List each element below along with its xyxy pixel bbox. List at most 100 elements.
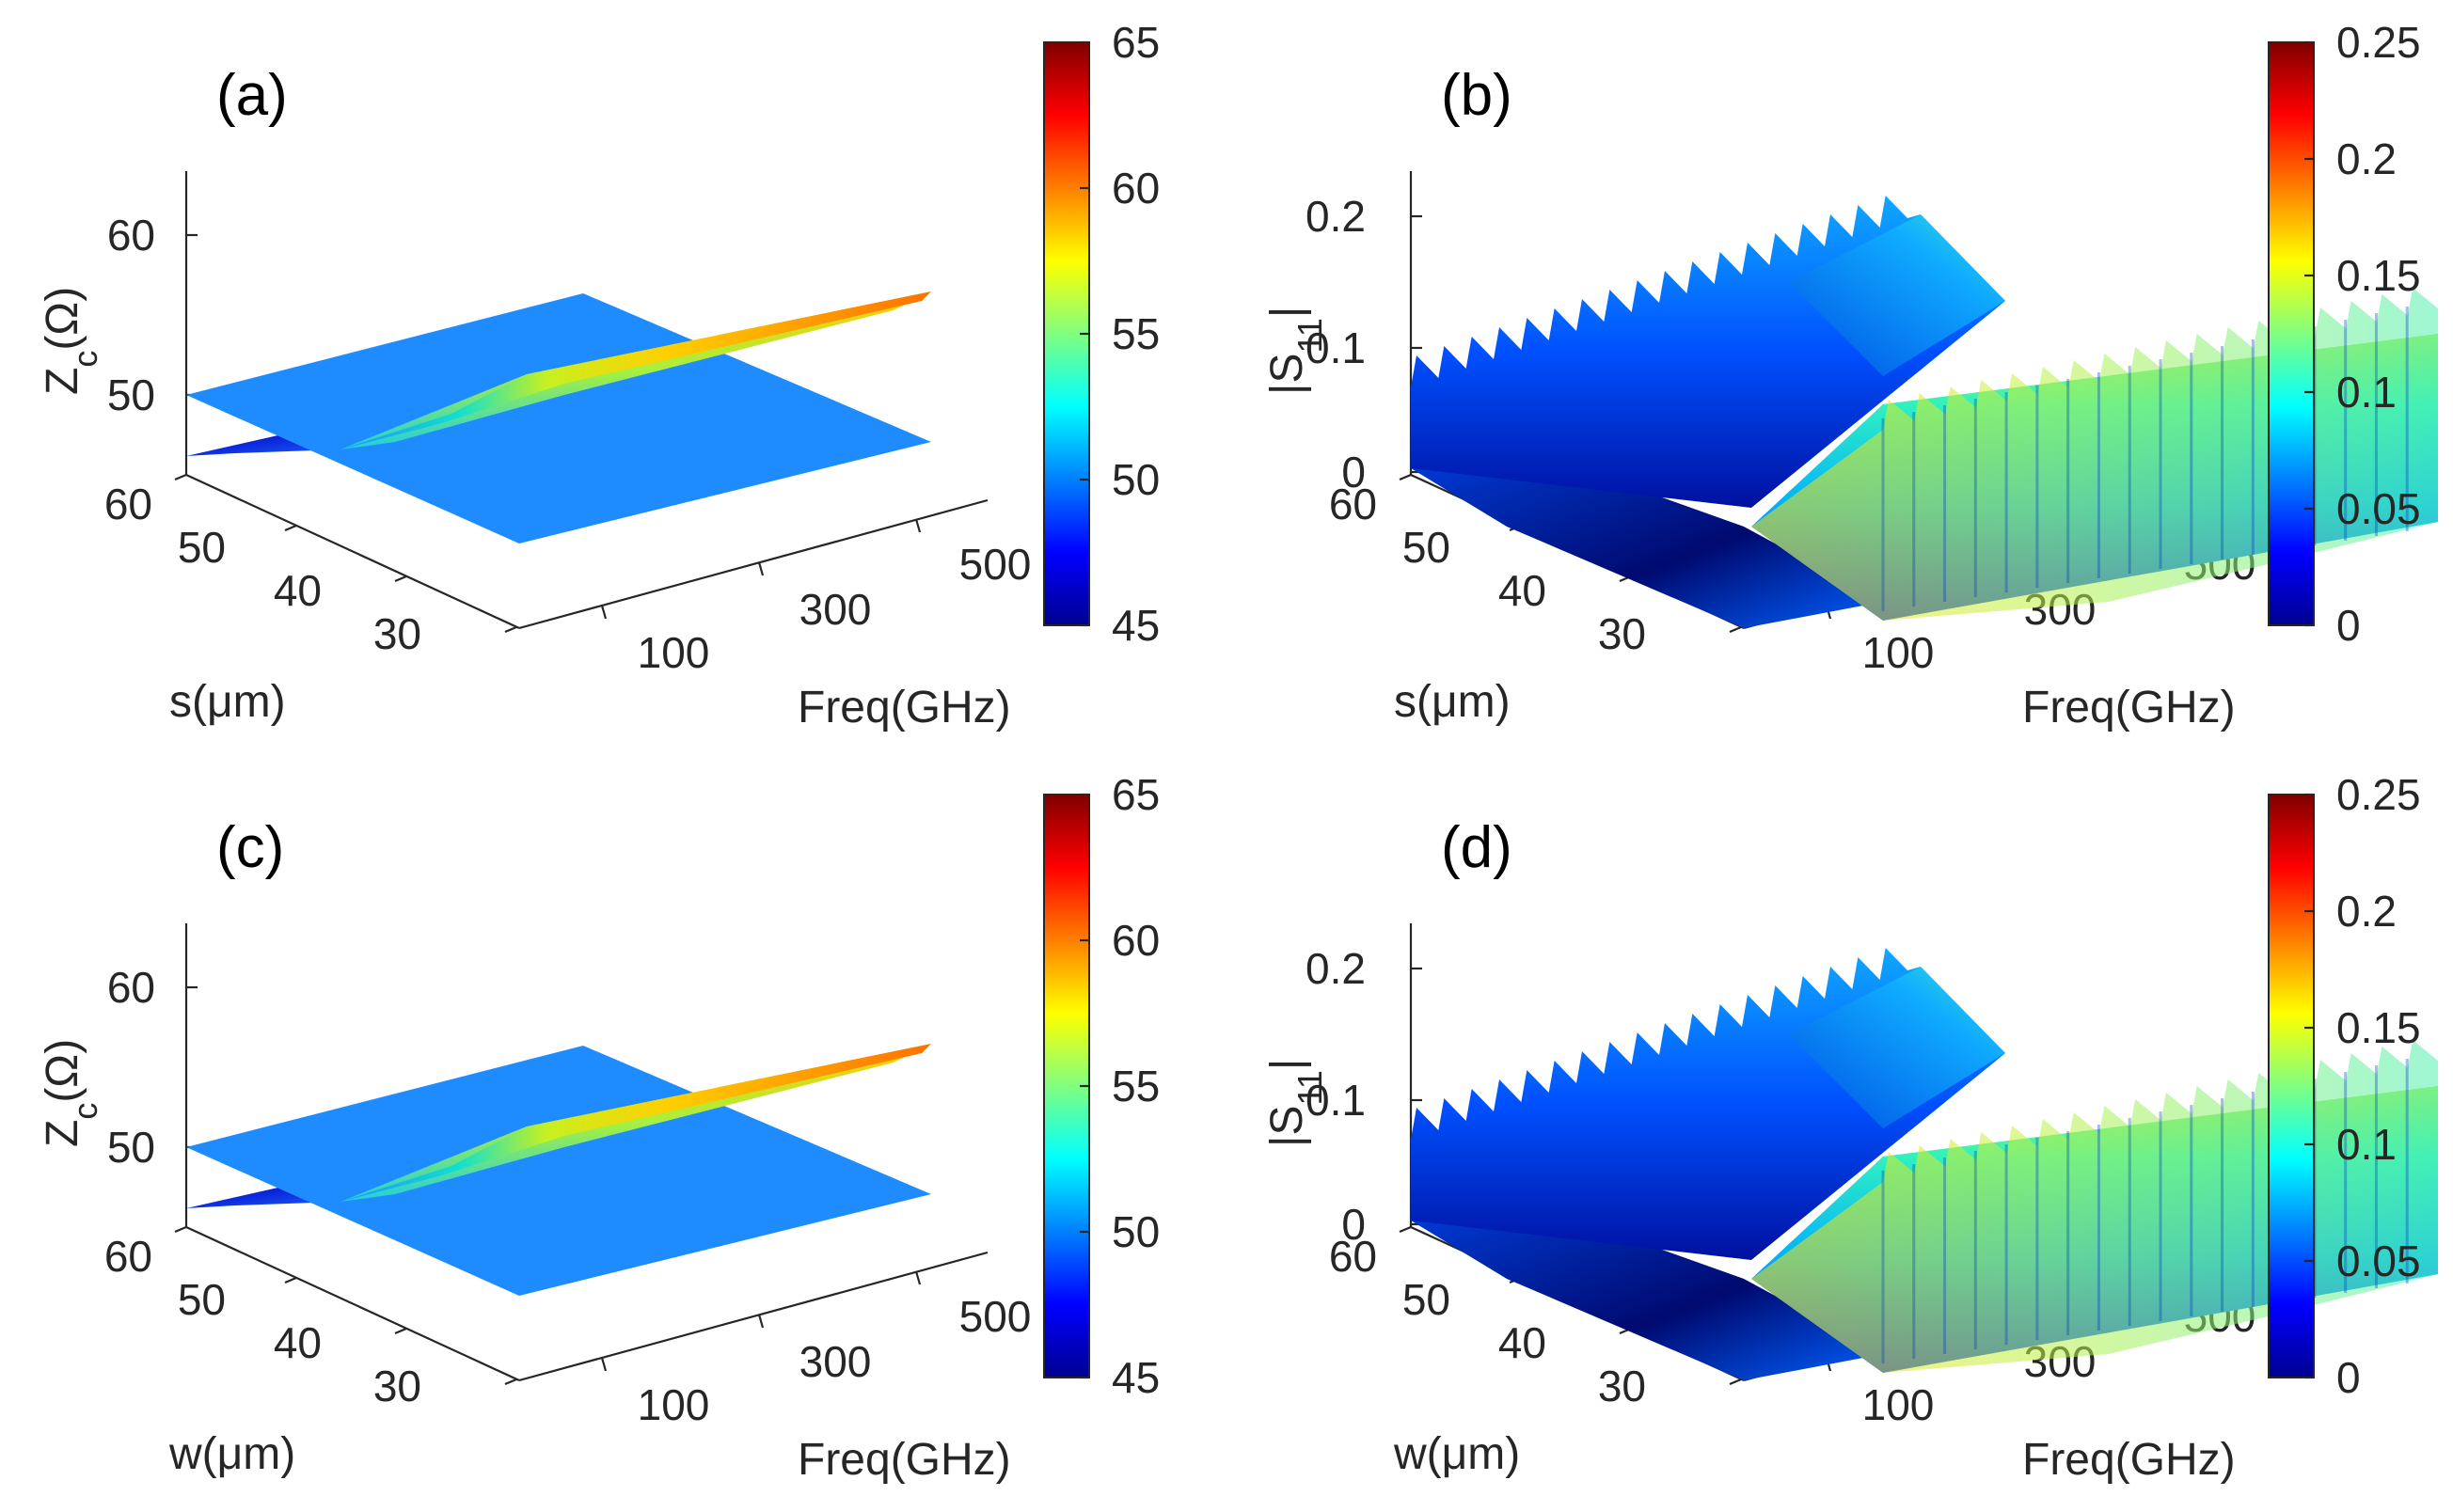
colorbar-tick-label: 65 xyxy=(1112,770,1160,819)
z-label-tail: (Ω) xyxy=(38,287,87,351)
colorbar-tick-label: 50 xyxy=(1112,1207,1160,1256)
x-tick-mark xyxy=(394,575,407,583)
x-tick-mark xyxy=(1399,473,1412,481)
surface-front-peaks xyxy=(1751,288,2438,621)
surface-front-peaks xyxy=(1751,1040,2438,1373)
x-tick-label: 30 xyxy=(1598,1362,1646,1410)
x-tick-label: 60 xyxy=(104,480,152,528)
x-tick-label: 40 xyxy=(274,566,322,615)
y-axis-label: Freq(GHz) xyxy=(2022,683,2236,732)
y-axis-line xyxy=(518,498,989,630)
x-tick-label: 30 xyxy=(373,609,421,658)
surface-back-peak xyxy=(1789,967,2005,1128)
surface-ridge xyxy=(340,291,931,449)
surface-valley xyxy=(1411,442,1883,628)
z-label-tail: | xyxy=(1262,307,1312,318)
x-tick-mark xyxy=(174,1225,187,1234)
x-tick-mark xyxy=(1399,1225,1412,1234)
z-tick-label: 60 xyxy=(107,963,155,1012)
y-tick-mark xyxy=(914,1270,922,1285)
z-label-sub: c xyxy=(66,351,104,368)
x-tick-mark xyxy=(1729,625,1742,634)
z-label-main: Z xyxy=(38,1120,87,1147)
y-tick-label: 100 xyxy=(638,628,710,677)
x-tick-label: 40 xyxy=(1498,566,1546,615)
colorbar xyxy=(2268,794,2315,1378)
panel-label: (d) xyxy=(1441,815,1512,880)
colorbar-tick-label: 55 xyxy=(1112,1062,1160,1110)
x-tick-label: 50 xyxy=(178,523,226,572)
y-tick-label: 300 xyxy=(799,1337,872,1386)
z-tick-label: 50 xyxy=(107,370,155,419)
x-axis-line xyxy=(185,474,520,629)
colorbar-tick-label: 60 xyxy=(1112,916,1160,965)
colorbar xyxy=(2268,41,2315,626)
y-tick-mark xyxy=(757,561,765,576)
panel-b: (b)0.20.1060504030100300500s(μm)Freq(GHz… xyxy=(1262,18,2438,732)
z-axis-label: Zc(Ω) xyxy=(38,1039,104,1147)
y-tick-label: 500 xyxy=(959,1292,1032,1341)
surface-ridge xyxy=(340,1044,931,1202)
x-axis-label: w(μm) xyxy=(1393,1429,1520,1479)
z-label-sub: 11 xyxy=(1290,318,1329,353)
colorbar-tick-label: 0 xyxy=(2336,601,2361,650)
colorbar-tick-label: 60 xyxy=(1112,164,1160,213)
panel-a: (a) 60 50 60 50 40 30 100 300 500 s(μm) Freq(GHz) Zc… xyxy=(38,18,1160,732)
z-axis-label: Zc(Ω) xyxy=(38,287,104,395)
x-tick-mark xyxy=(504,1378,517,1386)
z-tick-label: 0.2 xyxy=(1306,944,1366,993)
colorbar-tick-label: 45 xyxy=(1112,601,1160,650)
y-tick-mark xyxy=(600,1357,608,1372)
colorbar-tick-label: 0 xyxy=(2336,1353,2361,1402)
surface-valley xyxy=(1411,1194,1883,1380)
z-tick-label: 0.1 xyxy=(1306,323,1366,372)
colorbar-tick-label: 0.25 xyxy=(2336,18,2421,67)
x-axis-label: w(μm) xyxy=(168,1429,295,1479)
y-axis-line xyxy=(518,1251,989,1382)
y-tick-label: 300 xyxy=(799,585,872,634)
z-label-sub: c xyxy=(66,1103,104,1120)
x-tick-mark xyxy=(284,524,297,532)
y-axis-label: Freq(GHz) xyxy=(798,683,1011,732)
z-axis-label: |S11| xyxy=(1262,1059,1329,1147)
panel-label: (c) xyxy=(216,815,284,880)
panel-label: (b) xyxy=(1441,63,1512,128)
z-tick-label: 0 xyxy=(1341,448,1366,496)
colorbar-tick-label: 45 xyxy=(1112,1353,1160,1402)
colorbar-tick-label: 0.05 xyxy=(2336,1236,2421,1285)
z-label-main: |S xyxy=(1262,1106,1312,1147)
colorbar-tick-label: 0.1 xyxy=(2336,1120,2397,1169)
z-axis-label: |S11| xyxy=(1262,307,1329,395)
x-tick-label: 30 xyxy=(1598,609,1646,658)
colorbar-tick-label: 0.05 xyxy=(2336,484,2421,533)
z-label-tail: (Ω) xyxy=(38,1039,87,1103)
colorbar-tick-label: 0.15 xyxy=(2336,251,2421,300)
x-tick-label: 50 xyxy=(1402,523,1450,572)
y-tick-mark xyxy=(914,518,922,533)
x-tick-mark xyxy=(284,1276,297,1284)
x-tick-mark xyxy=(504,625,517,634)
colorbar-tick-label: 0.2 xyxy=(2336,134,2397,183)
x-tick-label: 60 xyxy=(1329,1232,1377,1281)
x-tick-label: 40 xyxy=(274,1318,322,1367)
x-tick-label: 30 xyxy=(373,1362,421,1410)
y-tick-label: 500 xyxy=(959,540,1032,589)
panel-label: (a) xyxy=(216,63,288,128)
y-tick-label: 100 xyxy=(1862,1380,1935,1429)
x-tick-label: 40 xyxy=(1498,1318,1546,1367)
x-axis-label: s(μm) xyxy=(169,677,286,727)
reference-plane xyxy=(186,1046,931,1296)
z-label-main: |S xyxy=(1262,354,1312,395)
z-tick-label: 50 xyxy=(107,1123,155,1172)
y-axis-label: Freq(GHz) xyxy=(2022,1435,2236,1485)
y-tick-label: 100 xyxy=(1862,628,1935,677)
x-tick-label: 60 xyxy=(1329,480,1377,528)
z-label-sub: 11 xyxy=(1290,1070,1329,1105)
x-axis-line xyxy=(185,1226,520,1381)
y-tick-label: 100 xyxy=(638,1380,710,1429)
colorbar-tick-label: 0.15 xyxy=(2336,1003,2421,1052)
colorbar-tick-label: 65 xyxy=(1112,18,1160,67)
colorbar-tick-label: 55 xyxy=(1112,309,1160,358)
y-axis-label: Freq(GHz) xyxy=(798,1435,1011,1485)
